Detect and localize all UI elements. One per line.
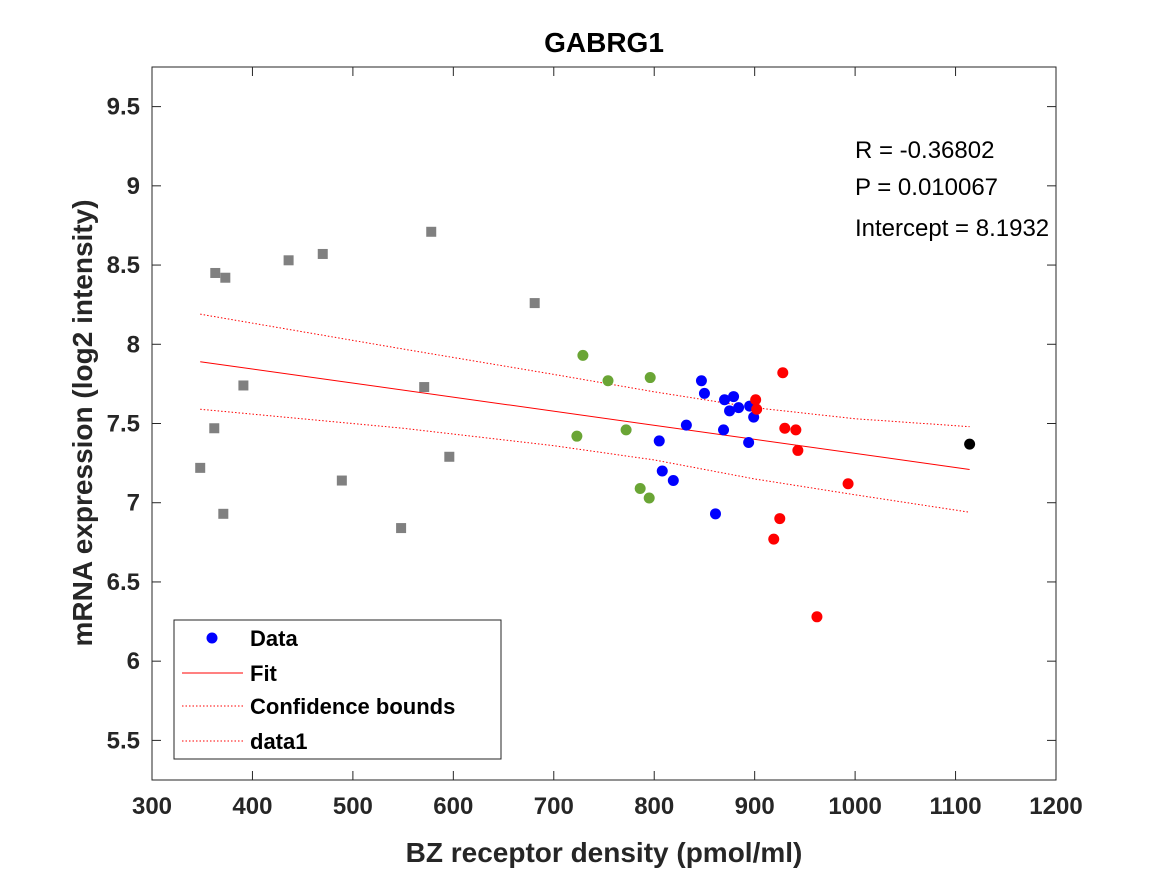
x-tick-label: 1000 [828, 793, 881, 820]
gray-squares-point [195, 462, 206, 473]
black-circle-point [964, 438, 976, 450]
red-circles-point [811, 611, 823, 623]
x-tick-label: 400 [232, 793, 272, 820]
blue-circles-point [695, 375, 707, 387]
red-circles-point [751, 403, 763, 415]
x-axis-title: BZ receptor density (pmol/ml) [406, 837, 803, 868]
gray-squares-point [220, 272, 231, 283]
chart-title: GABRG1 [544, 27, 664, 58]
y-tick-label: 9.5 [107, 94, 140, 121]
red-circles-point [779, 422, 791, 434]
legend-box [173, 619, 502, 760]
blue-circles-point [724, 405, 736, 417]
green-circles-point [634, 482, 646, 494]
red-circles-point [790, 424, 802, 436]
x-tick-label: 600 [433, 793, 473, 820]
green-circles-point [644, 372, 656, 384]
blue-circles-point [743, 437, 755, 449]
blue-circles-point [719, 394, 731, 406]
red-circles-point [774, 513, 786, 525]
blue-circles-point [728, 391, 740, 403]
y-tick-label: 7.5 [107, 411, 140, 438]
red-circles-point [842, 478, 854, 490]
blue-circles-point [709, 508, 721, 520]
green-circles-point [571, 430, 583, 442]
legend-data-marker [206, 632, 218, 644]
fit-line [200, 361, 970, 470]
p-value-annotation: P = 0.010067 [855, 174, 998, 201]
y-tick-label: 6 [127, 648, 140, 675]
blue-circles-point [733, 402, 745, 414]
legend-label-fit: Fit [250, 661, 278, 686]
ticks-group: 300 400 500 600 700 800 900 1000 1100 1200 5.5 6 6.5… [107, 67, 1083, 820]
points-group [195, 226, 976, 623]
green-circles-point [643, 492, 655, 504]
gray-squares-point [529, 298, 540, 309]
green-circles-point [577, 349, 589, 361]
legend-label-confidence-bounds: Confidence bounds [250, 694, 455, 719]
x-tick-label: 700 [534, 793, 574, 820]
confidence-lower-line [200, 408, 970, 513]
lines-group [200, 313, 970, 513]
gray-squares-point [209, 423, 220, 434]
y-tick-label: 6.5 [107, 569, 140, 596]
y-tick-label: 8.5 [107, 252, 140, 279]
gray-squares-point [444, 451, 455, 462]
x-tick-label: 1100 [930, 793, 982, 820]
x-tick-label: 800 [634, 793, 674, 820]
red-circles-point [777, 367, 789, 379]
blue-circles-point [656, 465, 668, 477]
gray-squares-point [283, 255, 294, 266]
red-circles-point [792, 444, 804, 456]
gray-squares-point [210, 267, 221, 278]
x-tick-label: 500 [333, 793, 373, 820]
y-tick-label: 7 [127, 490, 140, 517]
red-circles-point [768, 533, 780, 545]
x-tick-label: 900 [735, 793, 775, 820]
x-tick-label: 1200 [1029, 793, 1082, 820]
gray-squares-point [218, 508, 229, 519]
green-circles-point [602, 375, 614, 387]
gray-squares-point [396, 523, 407, 534]
gray-squares-point [336, 475, 347, 486]
red-circles-point [750, 394, 762, 406]
y-axis-title: mRNA expression (log2 intensity) [67, 199, 98, 646]
gray-squares-point [419, 382, 430, 393]
gray-squares-point [426, 226, 437, 237]
green-circles-point [620, 424, 632, 436]
y-tick-label: 8 [127, 331, 140, 358]
intercept-annotation: Intercept = 8.1932 [855, 215, 1049, 242]
y-tick-label: 5.5 [107, 727, 140, 754]
blue-circles-point [653, 435, 665, 447]
blue-circles-point [698, 387, 710, 399]
gray-squares-point [317, 248, 328, 259]
y-tick-label: 9 [127, 173, 140, 200]
legend: Data Fit Confidence bounds data1 [173, 619, 502, 760]
blue-circles-point [718, 424, 730, 436]
blue-circles-point [667, 475, 679, 487]
legend-label-data1: data1 [250, 729, 307, 754]
x-tick-label: 300 [132, 793, 172, 820]
gray-squares-point [238, 380, 249, 391]
legend-label-data: Data [250, 626, 298, 651]
r-value-annotation: R = -0.36802 [855, 137, 994, 164]
blue-circles-point [680, 419, 692, 431]
